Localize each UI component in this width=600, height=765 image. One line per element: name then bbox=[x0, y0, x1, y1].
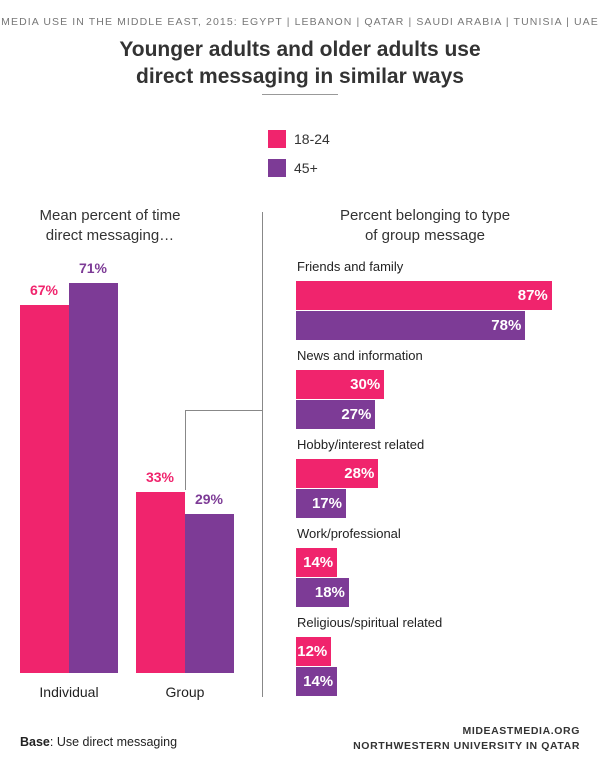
footer-credit: MIDEASTMEDIA.ORG NORTHWESTERN UNIVERSITY… bbox=[353, 724, 580, 754]
bar-news-and-information-18-24: 30% bbox=[296, 370, 385, 399]
category-label-individual: Individual bbox=[39, 684, 99, 700]
category-label-group: Group bbox=[165, 684, 205, 700]
bar-religious-spiritual-related-18-24: 12% bbox=[296, 637, 332, 666]
bar-label-hobby-interest-related-45: 17% bbox=[311, 495, 342, 512]
right-chart-title: Percent belonging to type of group messa… bbox=[300, 206, 550, 246]
left-chart-title-line1: Mean percent of time bbox=[39, 207, 181, 224]
bar-group-45 bbox=[185, 513, 234, 673]
footer-credit-line1: MIDEASTMEDIA.ORG bbox=[462, 725, 580, 737]
panel-divider bbox=[262, 212, 263, 697]
bar-label-friends-and-family-18-24: 87% bbox=[517, 287, 548, 304]
category-label-friends-and-family: Friends and family bbox=[297, 259, 404, 274]
chart-title: Younger adults and older adults use dire… bbox=[0, 36, 600, 90]
bar-label-religious-spiritual-related-45: 14% bbox=[303, 673, 334, 690]
bar-news-and-information-45: 27% bbox=[296, 400, 376, 429]
bar-label-religious-spiritual-related-18-24: 12% bbox=[297, 643, 328, 660]
bar-label-group-18-24: 33% bbox=[145, 468, 175, 485]
category-label-hobby-interest-related: Hobby/interest related bbox=[297, 437, 425, 452]
legend-swatch-18-24 bbox=[268, 130, 286, 148]
connector-vertical bbox=[185, 410, 186, 490]
bar-label-hobby-interest-related-18-24: 28% bbox=[344, 465, 375, 482]
legend-item-45-plus: 45+ bbox=[268, 157, 330, 179]
bar-label-news-and-information-45: 27% bbox=[341, 406, 372, 423]
chart-title-line1: Younger adults and older adults use bbox=[119, 38, 481, 61]
chart-supertitle: MEDIA USE IN THE MIDDLE EAST, 2015: EGYP… bbox=[1, 16, 599, 28]
footer-base-note: Base: Use direct messaging bbox=[20, 735, 177, 749]
left-chart-title: Mean percent of time direct messaging… bbox=[0, 206, 220, 246]
bar-work-professional-45: 18% bbox=[296, 578, 349, 607]
bar-label-group-45: 29% bbox=[194, 490, 224, 507]
legend-label-45-plus: 45+ bbox=[294, 160, 318, 176]
bar-label-friends-and-family-45: 78% bbox=[491, 317, 522, 334]
bar-hobby-interest-related-45: 17% bbox=[296, 489, 346, 518]
bar-work-professional-18-24: 14% bbox=[296, 548, 338, 577]
bar-label-work-professional-18-24: 14% bbox=[303, 554, 334, 571]
bar-label-individual-18-24: 67% bbox=[29, 281, 59, 298]
connector-horizontal bbox=[185, 410, 262, 411]
bar-friends-and-family-45: 78% bbox=[296, 311, 526, 340]
chart-title-line2: direct messaging in similar ways bbox=[136, 65, 464, 88]
legend-label-18-24: 18-24 bbox=[294, 131, 330, 147]
bar-individual-45 bbox=[69, 282, 118, 673]
bar-label-news-and-information-18-24: 30% bbox=[350, 376, 381, 393]
right-chart-title-line1: Percent belonging to type bbox=[339, 207, 511, 224]
title-divider bbox=[262, 94, 338, 95]
legend: 18-24 45+ bbox=[268, 128, 330, 186]
bar-friends-and-family-18-24: 87% bbox=[296, 281, 552, 310]
category-label-work-professional: Work/professional bbox=[297, 526, 401, 541]
bar-label-individual-45: 71% bbox=[78, 259, 108, 276]
bar-hobby-interest-related-18-24: 28% bbox=[296, 459, 379, 488]
bar-group-18-24 bbox=[136, 491, 185, 673]
right-chart-title-line2: of group message bbox=[364, 227, 486, 244]
bar-religious-spiritual-related-45: 14% bbox=[296, 667, 338, 696]
bar-label-work-professional-45: 18% bbox=[314, 584, 345, 601]
left-chart-title-line2: direct messaging… bbox=[45, 227, 175, 244]
legend-item-18-24: 18-24 bbox=[268, 128, 330, 150]
bar-individual-18-24 bbox=[20, 304, 69, 673]
footer-credit-line2: NORTHWESTERN UNIVERSITY IN QATAR bbox=[353, 740, 580, 752]
category-label-news-and-information: News and information bbox=[297, 348, 423, 363]
footer-base-text: : Use direct messaging bbox=[49, 735, 178, 749]
footer-base-label: Base bbox=[20, 735, 50, 749]
category-label-religious-spiritual-related: Religious/spiritual related bbox=[297, 615, 443, 630]
legend-swatch-45-plus bbox=[268, 159, 286, 177]
